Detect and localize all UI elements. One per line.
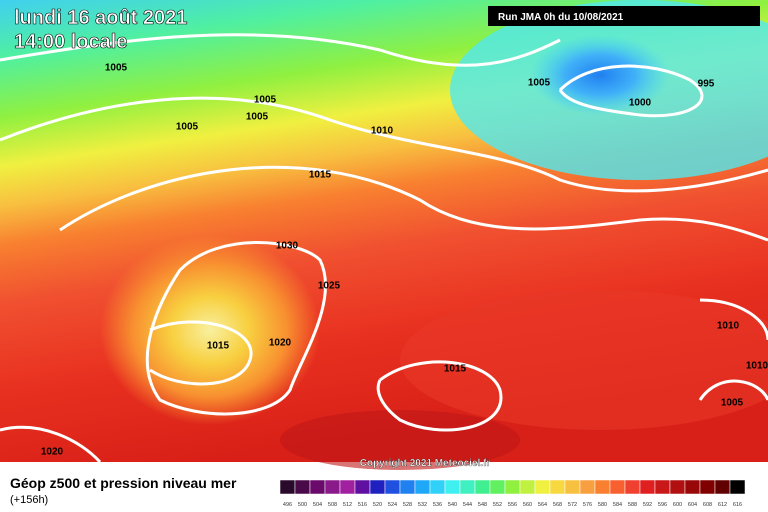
colorbar-label: 560	[523, 502, 532, 508]
colorbar-cell	[564, 479, 581, 495]
colorbar-cell	[579, 479, 596, 495]
hot-region	[280, 410, 520, 470]
colorbar-cell	[489, 479, 506, 495]
colorbar-cell	[729, 479, 746, 495]
isobar-label: 1030	[276, 241, 299, 252]
isobars	[0, 33, 768, 464]
isobar-label: 995	[698, 79, 715, 90]
isobar-label: 1020	[269, 338, 292, 349]
colorbar-label: 548	[478, 502, 487, 508]
colorbar-label: 600	[673, 502, 682, 508]
colorbar-label: 536	[433, 502, 442, 508]
colorbar-label: 604	[688, 502, 697, 508]
colorbar-cell	[699, 479, 716, 495]
isobar-labels: 1005 1005 1005 1005 1010 1015 1005 995 1000 1030 1…	[41, 63, 768, 458]
run-box	[488, 6, 760, 26]
colorbar-label: 544	[463, 502, 472, 508]
warm-region	[400, 290, 768, 430]
colorbar-label: 528	[403, 502, 412, 508]
colorbar-cell	[684, 479, 701, 495]
colorbar-label: 584	[613, 502, 622, 508]
colorbar-cell	[369, 479, 386, 495]
colorbar-cell	[414, 479, 431, 495]
colorbar-label: 572	[568, 502, 577, 508]
time-label: 14:00 locale	[14, 31, 127, 53]
colorbar-label: 564	[538, 502, 547, 508]
colorbar-cell	[354, 479, 371, 495]
colorbar-label: 576	[583, 502, 592, 508]
colorbar-label: 608	[703, 502, 712, 508]
copyright: Copyright 2021 Meteociel.fr	[360, 458, 491, 469]
colorbar-cell	[714, 479, 731, 495]
colorbar-cell	[624, 479, 641, 495]
colorbar-cell	[309, 479, 326, 495]
colorbar-cell	[594, 479, 611, 495]
isobar-label: 1005	[254, 95, 277, 106]
colorbar-cell	[429, 479, 446, 495]
colorbar-cell	[399, 479, 416, 495]
isobar-label: 1005	[721, 398, 744, 409]
colorbar-label: 588	[628, 502, 637, 508]
colorbar-cell	[609, 479, 626, 495]
colorbar-label: 552	[493, 502, 502, 508]
colorbar-label: 596	[658, 502, 667, 508]
footer-lead: (+156h)	[10, 494, 48, 506]
date-label: lundi 16 août 2021	[14, 7, 187, 29]
colorbar-cell	[339, 479, 356, 495]
colorbar-cell	[384, 479, 401, 495]
colorbar-label: 520	[373, 502, 382, 508]
isobar-label: 1010	[746, 361, 768, 372]
colorbar-label: 616	[733, 502, 742, 508]
colorbar-label: 524	[388, 502, 397, 508]
colorbar-cell	[519, 479, 536, 495]
colorbar-label: 504	[313, 502, 322, 508]
colorbar-label: 556	[508, 502, 517, 508]
colorbar-cell	[669, 479, 686, 495]
colorbar-cell	[474, 479, 491, 495]
colorbar-label: 580	[598, 502, 607, 508]
colorbar-cell	[549, 479, 566, 495]
colorbar-cell	[534, 479, 551, 495]
colorbar-cell	[654, 479, 671, 495]
isobar-label: 1005	[176, 122, 199, 133]
colorbar-label: 516	[358, 502, 367, 508]
isobar-label: 1015	[309, 170, 332, 181]
colorbar: 496 500 504 508 512 516 520 524 528 532 536 540 544 5…	[279, 479, 746, 508]
colorbar-label: 532	[418, 502, 427, 508]
colorbar-label: 508	[328, 502, 337, 508]
isobar-label: 1015	[207, 341, 230, 352]
run-label: Run JMA 0h du 10/08/2021	[498, 12, 624, 23]
colorbar-label: 500	[298, 502, 307, 508]
colorbar-label: 512	[343, 502, 352, 508]
footer-title: Géop z500 et pression niveau mer	[10, 475, 237, 491]
isobar-label: 1025	[318, 281, 341, 292]
colorbar-cell	[324, 479, 341, 495]
colorbar-cell	[294, 479, 311, 495]
isobar-label: 1005	[246, 112, 269, 123]
isobar-label: 1005	[105, 63, 128, 74]
isobar-label: 1005	[528, 78, 551, 89]
isobar-label: 1000	[629, 98, 652, 109]
isobar-label: 1010	[371, 126, 394, 137]
isobar-label: 1015	[444, 364, 467, 375]
colorbar-cell	[459, 479, 476, 495]
colorbar-cell	[279, 479, 296, 495]
colorbar-label: 496	[283, 502, 292, 508]
colorbar-label: 568	[553, 502, 562, 508]
colorbar-label: 592	[643, 502, 652, 508]
ridge-core	[100, 235, 320, 425]
isobar-label: 1010	[717, 321, 740, 332]
colorbar-cell	[639, 479, 656, 495]
colorbar-label: 540	[448, 502, 457, 508]
isobar-label: 1020	[41, 447, 64, 458]
colorbar-cell	[504, 479, 521, 495]
colorbar-label: 612	[718, 502, 727, 508]
colorbar-cell	[444, 479, 461, 495]
